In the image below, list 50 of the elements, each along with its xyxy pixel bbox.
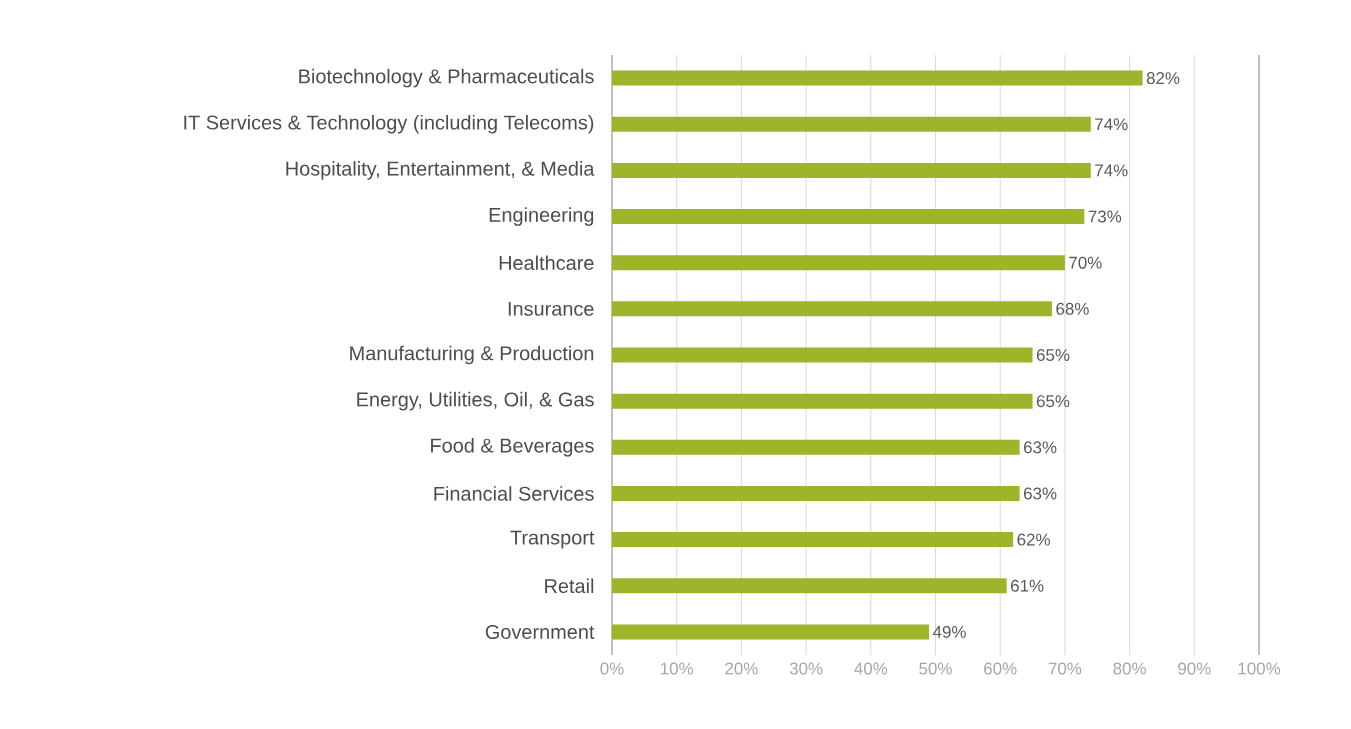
data-label: 49% <box>932 625 966 638</box>
x-tick-label: 30% <box>789 662 823 675</box>
data-label: 82% <box>1146 72 1180 85</box>
data-label: 70% <box>1069 256 1102 269</box>
x-tick-label: 60% <box>984 662 1017 675</box>
y-tick-label: Insurance <box>508 301 594 316</box>
bar <box>612 116 1091 132</box>
x-tick-label: 80% <box>1113 662 1146 675</box>
y-tick-label: Biotechnology & Pharmaceuticals <box>299 68 594 88</box>
data-label: 73% <box>1088 210 1122 223</box>
bar <box>612 532 1014 548</box>
y-tick-label: Hospitality, Entertainment, & Media <box>286 161 595 180</box>
y-tick-label: Manufacturing & Production <box>350 345 594 365</box>
y-tick-label: IT Services & Technology (including Telecoms) <box>184 114 594 134</box>
y-tick-label: Government <box>485 624 595 639</box>
bar <box>612 578 1007 594</box>
x-tick-label: 70% <box>1048 662 1082 675</box>
x-tick-label: 90% <box>1178 662 1211 675</box>
x-tick-label: 40% <box>854 662 888 675</box>
y-tick-label: Retail <box>545 578 594 594</box>
bar <box>612 301 1052 317</box>
bar <box>612 209 1085 225</box>
data-label: 65% <box>1036 349 1070 362</box>
data-label: 62% <box>1017 533 1050 546</box>
bar <box>612 439 1020 455</box>
x-tick-label: 100% <box>1238 662 1281 675</box>
y-tick-label: Energy, Utilities, Oil, & Gas <box>357 391 594 411</box>
bar <box>612 624 930 640</box>
data-label: 74% <box>1095 118 1128 131</box>
data-label: 61% <box>1011 579 1044 592</box>
x-tick-label: 50% <box>919 662 952 675</box>
x-tick-label: 20% <box>725 662 758 675</box>
bar <box>612 347 1033 363</box>
data-label: 63% <box>1024 441 1057 454</box>
y-tick-label: Transport <box>510 530 595 549</box>
x-tick-label: 10% <box>661 662 694 675</box>
data-label: 74% <box>1095 164 1128 177</box>
bar <box>612 393 1033 409</box>
y-tick-label: Healthcare <box>499 255 594 270</box>
y-tick-label: Food & Beverages <box>431 438 594 457</box>
data-label: 63% <box>1024 487 1057 500</box>
bar <box>612 485 1020 501</box>
data-label: 65% <box>1036 395 1070 408</box>
y-tick-label: Engineering <box>489 207 594 226</box>
x-tick-label: 0% <box>600 662 624 675</box>
y-tick-label: Financial Services <box>434 486 594 501</box>
data-label: 68% <box>1056 302 1089 315</box>
bar <box>612 70 1143 86</box>
bar <box>612 255 1065 271</box>
bar <box>612 162 1091 178</box>
